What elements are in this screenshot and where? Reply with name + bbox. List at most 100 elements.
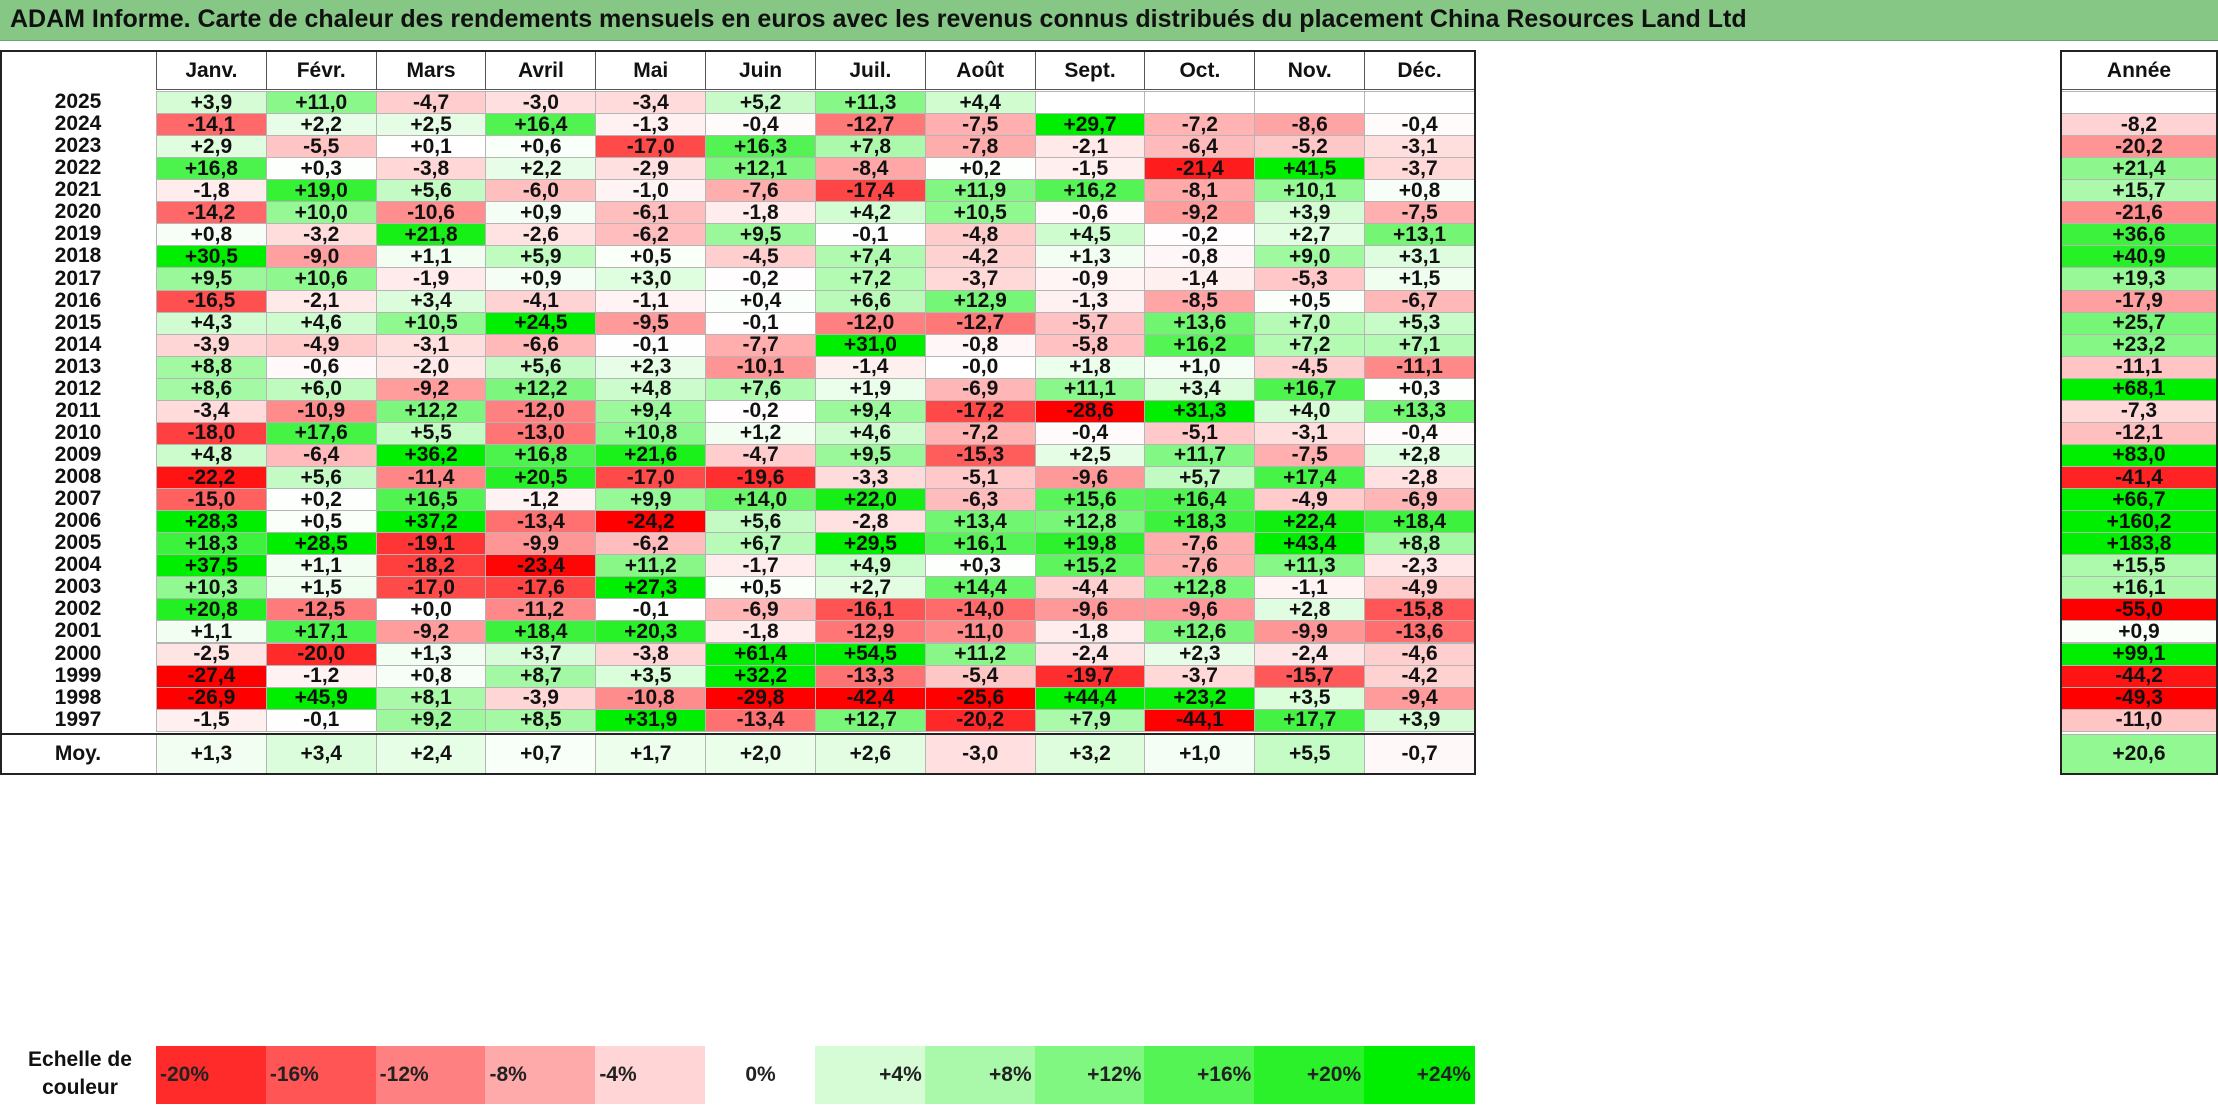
heatmap-cell: +4,2 — [814, 201, 926, 225]
heatmap-cell: +1,1 — [156, 620, 267, 644]
heatmap-cell: +0,2 — [924, 157, 1036, 181]
heatmap-cell: -6,9 — [924, 377, 1036, 401]
heatmap-cell: +2,3 — [1144, 642, 1256, 666]
heatmap-cell: +41,5 — [1254, 157, 1366, 181]
heatmap-cell: +17,7 — [1254, 708, 1366, 732]
heatmap-cell: -6,7 — [1364, 289, 1475, 313]
heatmap-cell: -5,1 — [924, 466, 1036, 490]
annual-cell: +15,5 — [2061, 554, 2217, 578]
heatmap-cell: +15,2 — [1034, 554, 1146, 578]
heatmap-cell: -2,0 — [375, 355, 487, 379]
heatmap-cell: +0,8 — [375, 664, 487, 688]
heatmap-cell: -0,4 — [1364, 113, 1475, 137]
heatmap-cell: +10,0 — [265, 201, 377, 225]
heatmap-cell: -5,5 — [265, 135, 377, 159]
heatmap-cell: -1,0 — [595, 179, 707, 203]
heatmap-cell: -11,0 — [924, 620, 1036, 644]
color-scale-swatch: -4% — [595, 1046, 707, 1104]
heatmap-cell: -7,5 — [1254, 443, 1366, 467]
heatmap-cell: +11,1 — [1034, 377, 1146, 401]
heatmap-cell: +21,6 — [595, 443, 707, 467]
annual-cell: +0,9 — [2061, 620, 2217, 644]
heatmap-cell: -4,9 — [1254, 488, 1366, 512]
heatmap-cell: -4,4 — [1034, 576, 1146, 600]
color-scale-swatch: +16% — [1144, 1046, 1256, 1104]
heatmap-cell: -22,2 — [156, 466, 267, 490]
heatmap-cell: +4,8 — [595, 377, 707, 401]
heatmap-cell: -7,8 — [924, 135, 1036, 159]
annual-cell: -44,2 — [2061, 664, 2217, 688]
annual-cell: -12,1 — [2061, 421, 2217, 445]
heatmap-cell: +2,2 — [485, 157, 597, 181]
average-cell: +1,0 — [1144, 733, 1256, 774]
heatmap-cell: -4,2 — [924, 245, 1036, 269]
heatmap-cell: +2,5 — [375, 113, 487, 137]
color-scale-swatch: -12% — [375, 1046, 487, 1104]
year-column-header: Année — [2061, 51, 2217, 90]
heatmap-cell: +54,5 — [814, 642, 926, 666]
heatmap-cell: +11,2 — [595, 554, 707, 578]
heatmap-cell: -2,6 — [485, 223, 597, 247]
heatmap-cell: +0,5 — [705, 576, 816, 600]
heatmap-cell: -12,7 — [924, 311, 1036, 335]
month-header: Sept. — [1034, 51, 1146, 90]
heatmap-cell: +3,9 — [1364, 708, 1475, 732]
heatmap-cell: -4,1 — [485, 289, 597, 313]
annual-cell: +160,2 — [2061, 510, 2217, 534]
annual-cell: +183,8 — [2061, 532, 2217, 556]
month-header: Nov. — [1254, 51, 1366, 90]
heatmap-cell: +12,2 — [375, 399, 487, 423]
heatmap-cell: -6,2 — [595, 532, 707, 556]
heatmap-cell: +9,4 — [595, 399, 707, 423]
color-scale-label: Echelle de couleur — [28, 1048, 132, 1099]
heatmap-cell: -23,4 — [485, 554, 597, 578]
heatmap-cell: -1,7 — [705, 554, 816, 578]
heatmap-cell: +1,1 — [265, 554, 377, 578]
heatmap-cell: -0,1 — [595, 598, 707, 622]
heatmap-cell: -13,4 — [485, 510, 597, 534]
heatmap-cell: -7,2 — [1144, 113, 1256, 137]
heatmap-cell: +7,6 — [705, 377, 816, 401]
heatmap-cell: +27,3 — [595, 576, 707, 600]
heatmap-cell: +12,6 — [1144, 620, 1256, 644]
heatmap-cell: +16,2 — [1034, 179, 1146, 203]
heatmap-cell: -16,5 — [156, 289, 267, 313]
heatmap-cell: -2,8 — [814, 510, 926, 534]
heatmap-cell: -10,6 — [375, 201, 487, 225]
heatmap-cell: +1,3 — [1034, 245, 1146, 269]
heatmap-cell: -12,9 — [814, 620, 926, 644]
heatmap-cell: -4,6 — [1364, 642, 1475, 666]
heatmap-cell: -2,1 — [1034, 135, 1146, 159]
heatmap-cell: -7,5 — [924, 113, 1036, 137]
year-label: 2014 — [54, 332, 102, 356]
heatmap-cell: -11,2 — [485, 598, 597, 622]
heatmap-cell: +0,3 — [1364, 377, 1475, 401]
year-label: 2018 — [54, 244, 102, 268]
heatmap-cell: -0,0 — [924, 355, 1036, 379]
heatmap-cell: +8,8 — [1364, 532, 1475, 556]
annual-cell: +68,1 — [2061, 377, 2217, 401]
heatmap-cell: -0,1 — [265, 708, 377, 732]
average-label: Moy. — [54, 741, 102, 765]
heatmap-cell: +31,0 — [814, 333, 926, 357]
heatmap-cell: +0,3 — [924, 554, 1036, 578]
heatmap-cell: +23,2 — [1144, 686, 1256, 710]
heatmap-cell: -17,0 — [595, 466, 707, 490]
heatmap-cell: +13,3 — [1364, 399, 1475, 423]
annual-cell: +99,1 — [2061, 642, 2217, 666]
average-cell: +0,7 — [485, 733, 597, 774]
chart-title: ADAM Informe. Carte de chaleur des rende… — [10, 5, 1747, 33]
heatmap-cell: +2,7 — [1254, 223, 1366, 247]
heatmap-cell: -8,1 — [1144, 179, 1256, 203]
annual-cell: +19,3 — [2061, 267, 2217, 291]
heatmap-cell: -6,9 — [1364, 488, 1475, 512]
heatmap-cell: +7,8 — [814, 135, 926, 159]
heatmap-cell: +18,4 — [485, 620, 597, 644]
heatmap-cell: -1,4 — [1144, 267, 1256, 291]
heatmap-cell: +19,0 — [265, 179, 377, 203]
heatmap-cell: -0,4 — [1364, 421, 1475, 445]
color-scale-swatch: +12% — [1034, 1046, 1146, 1104]
heatmap-cell: +36,2 — [375, 443, 487, 467]
heatmap-cell: +8,5 — [485, 708, 597, 732]
heatmap-cell: +17,6 — [265, 421, 377, 445]
